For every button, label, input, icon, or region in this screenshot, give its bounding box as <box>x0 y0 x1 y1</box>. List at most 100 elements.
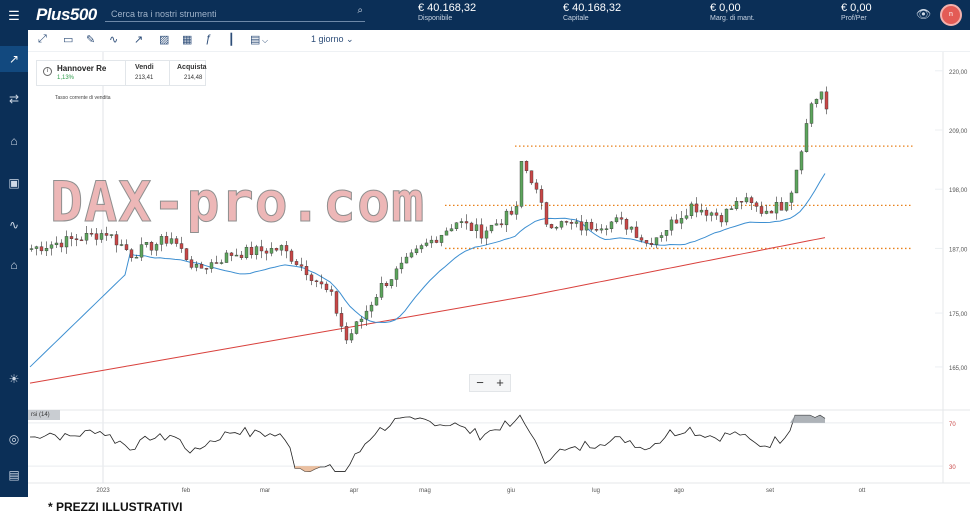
candle-body <box>579 221 584 231</box>
stat-maintenance-margin: € 0,00 Marg. di mant. <box>710 2 755 22</box>
candle-body <box>629 226 634 230</box>
rsi-overbought-fill <box>790 415 825 423</box>
candle-body <box>594 229 599 231</box>
candle-body <box>719 215 724 223</box>
candle-body <box>419 245 424 250</box>
candle-body <box>84 233 89 241</box>
candle-body <box>614 217 619 223</box>
sidebar-chart-icon[interactable]: ↗ <box>0 46 28 72</box>
candle-body <box>224 252 229 263</box>
timeframe-select[interactable]: 1 giorno ⌄ <box>311 34 354 45</box>
candle-body <box>94 233 99 240</box>
candle-body <box>564 221 569 223</box>
stat-available: € 40.168,32 Disponibile <box>418 2 476 22</box>
candle-body <box>559 221 564 228</box>
stat-profit-loss: € 0,00 Prof/Per <box>841 2 872 22</box>
candle-body <box>69 236 74 239</box>
candle-body <box>89 233 94 235</box>
sell-label[interactable]: Vendi <box>135 64 154 71</box>
stat-label: Disponibile <box>418 15 453 22</box>
candle-body <box>724 208 729 223</box>
trend-icon[interactable]: ↗ <box>134 34 144 46</box>
info-icon[interactable]: i <box>43 67 52 76</box>
candle-body <box>644 240 649 244</box>
candle-body <box>819 91 824 100</box>
candle-body <box>654 237 659 245</box>
sidebar-theme-icon[interactable]: ☀ <box>8 372 20 386</box>
candle-body <box>414 248 419 254</box>
calendar-icon[interactable]: ▤ <box>250 34 261 46</box>
candle-body <box>744 197 749 203</box>
draw-pencil-icon[interactable]: ✎ <box>86 34 96 46</box>
candlestick-icon[interactable]: ┃ <box>228 34 235 46</box>
candle-body <box>49 244 54 249</box>
sidebar-target-icon[interactable]: ◎ <box>8 432 20 446</box>
candle-body <box>344 326 349 341</box>
candle-body <box>609 221 614 229</box>
chevron-down-icon: ⌄ <box>346 34 354 44</box>
candle-body <box>404 256 409 264</box>
menu-icon[interactable]: ☰ <box>8 8 20 23</box>
candle-body <box>659 235 664 238</box>
sidebar-chat-icon[interactable]: ▤ <box>8 468 20 482</box>
search-icon[interactable]: ⌕ <box>357 5 363 16</box>
zoom-out-button[interactable]: − <box>476 375 484 390</box>
buy-label[interactable]: Acquista <box>177 64 207 71</box>
chevron-down-icon[interactable]: ⌵ <box>262 36 269 45</box>
avatar[interactable]: n <box>940 4 962 26</box>
candle-body <box>764 210 769 214</box>
plus500-logo[interactable]: Plus500 <box>36 5 97 24</box>
candle-body <box>689 203 694 216</box>
buy-price[interactable]: 214,48 <box>184 75 203 81</box>
sidebar-trade-icon[interactable]: ⇄ <box>8 92 20 106</box>
candle-body <box>124 244 129 250</box>
candle-body <box>34 246 39 249</box>
price-chart[interactable]: 220,00 209,00 198,00 187,00 175,00 165,00 70 30… <box>28 52 970 497</box>
candle-body <box>334 291 339 314</box>
candle-body <box>154 244 159 251</box>
chart-area[interactable]: 220,00 209,00 198,00 187,00 175,00 165,00 70 30… <box>28 52 970 497</box>
comment-icon[interactable]: ▭ <box>63 34 74 46</box>
candle-body <box>734 201 739 209</box>
line-chart-icon[interactable]: ∿ <box>109 34 119 46</box>
sidebar-bank-icon[interactable]: ⌂ <box>10 258 18 272</box>
candle-body <box>794 169 799 194</box>
search-box[interactable]: ⌕ <box>105 4 365 22</box>
candle-body <box>494 223 499 226</box>
y-tick-label: 220,00 <box>949 70 968 76</box>
candle-body <box>169 238 174 244</box>
candle-body <box>534 182 539 190</box>
candle-body <box>669 219 674 231</box>
candle-body <box>59 242 64 248</box>
candle-body <box>64 236 69 248</box>
candle-body <box>524 161 529 171</box>
sell-price[interactable]: 213,41 <box>135 75 154 81</box>
candle-body <box>679 218 684 224</box>
candle-body <box>209 262 214 269</box>
search-input[interactable] <box>105 6 345 22</box>
zoom-in-button[interactable]: + <box>496 375 504 390</box>
sidebar-trend-icon[interactable]: ∿ <box>8 218 20 232</box>
image-icon[interactable]: ▨ <box>159 34 170 46</box>
x-tick-label: mar <box>260 488 270 494</box>
stat-label: Capitale <box>563 15 589 22</box>
sidebar-tag-icon[interactable]: ⌂ <box>10 134 18 148</box>
fullscreen-icon[interactable]: ⤢ <box>38 33 47 45</box>
candle-body <box>174 238 179 244</box>
sidebar-portfolio-icon[interactable]: ▣ <box>8 176 20 190</box>
candle-body <box>304 266 309 276</box>
candle-body <box>384 283 389 287</box>
hide-balance-eye-icon[interactable]: 👁 <box>916 7 932 21</box>
candle-body <box>514 206 519 215</box>
candle-body <box>359 318 364 322</box>
candle-body <box>664 230 669 236</box>
candle-body <box>814 98 819 104</box>
candle-body <box>289 250 294 262</box>
save-icon[interactable]: ▦ <box>182 34 193 46</box>
candle-body <box>284 245 289 252</box>
candle-body <box>29 248 34 250</box>
x-tick-label: lug <box>592 488 600 494</box>
candle-body <box>459 221 464 223</box>
function-icon[interactable]: ƒ <box>205 33 212 45</box>
candle-body <box>759 206 764 214</box>
